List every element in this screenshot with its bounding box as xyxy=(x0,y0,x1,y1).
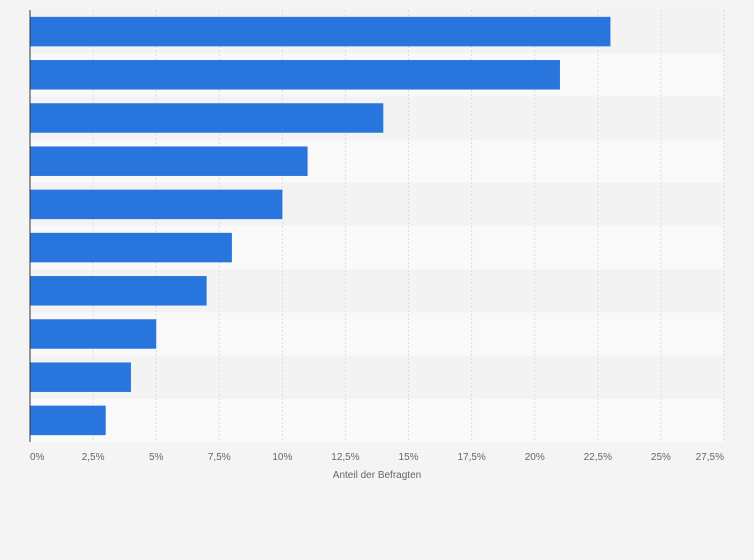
bar xyxy=(30,103,384,133)
row-band xyxy=(30,398,724,442)
x-tick-label: 20% xyxy=(525,452,545,463)
x-tick-label: 15% xyxy=(399,452,419,463)
bar xyxy=(30,276,207,306)
row-band xyxy=(30,355,724,399)
x-tick-label: 25% xyxy=(651,452,671,463)
bar xyxy=(30,60,560,90)
bar xyxy=(30,319,157,349)
x-tick-label: 17,5% xyxy=(457,452,485,463)
x-axis-title: Anteil der Befragten xyxy=(333,470,421,481)
bars-group xyxy=(30,16,611,436)
x-tick-label: 5% xyxy=(149,452,164,463)
x-tick-label: 27,5% xyxy=(696,452,724,463)
x-tick-label: 10% xyxy=(272,452,292,463)
x-tick-label: 7,5% xyxy=(208,452,231,463)
bar xyxy=(30,232,232,263)
bar xyxy=(30,405,106,436)
bar xyxy=(30,362,131,392)
bar xyxy=(30,189,283,220)
bar xyxy=(30,16,611,47)
x-tick-label: 0% xyxy=(30,452,45,463)
x-tick-label: 12,5% xyxy=(331,452,359,463)
x-tick-label: 22,5% xyxy=(584,452,612,463)
x-tick-label: 2,5% xyxy=(82,452,105,463)
x-tick-labels: 0% 2,5% 5% 7,5% 10% 12,5% 15% 17,5% 20% 22,5% 25% 2… xyxy=(30,452,724,463)
bar xyxy=(30,146,308,176)
